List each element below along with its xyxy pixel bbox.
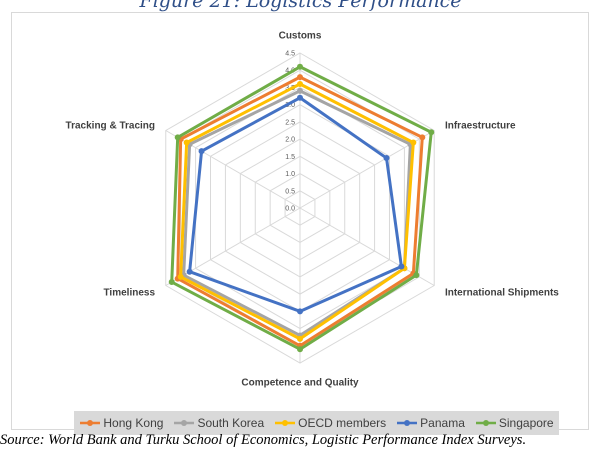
series-oecd-members bbox=[177, 81, 417, 342]
data-point bbox=[168, 279, 175, 286]
tick-label: 0.5 bbox=[285, 188, 295, 195]
legend-label: Singapore bbox=[498, 416, 554, 430]
tick-label: 1.5 bbox=[285, 154, 295, 161]
legend-label: Hong Kong bbox=[103, 416, 164, 430]
legend-label: OECD members bbox=[298, 416, 387, 430]
tick-label: 4.5 bbox=[285, 51, 295, 58]
data-point bbox=[297, 94, 303, 101]
legend-label: South Korea bbox=[197, 416, 265, 430]
data-point bbox=[419, 134, 426, 141]
axis-label: International Shipments bbox=[445, 288, 559, 299]
tick-label: 3.0 bbox=[285, 102, 295, 109]
axis-label: Timeliness bbox=[104, 288, 156, 299]
data-point bbox=[297, 63, 303, 70]
axis-label: Customs bbox=[279, 31, 322, 42]
legend-item: Panama bbox=[396, 416, 465, 430]
tick-label: 0.0 bbox=[285, 206, 295, 213]
source-note: Source: World Bank and Turku School of E… bbox=[0, 432, 527, 448]
data-point bbox=[413, 272, 420, 279]
series-panama bbox=[186, 94, 405, 315]
tick-label: 2.5 bbox=[285, 119, 295, 126]
figure-title: Figure 21: Logistics Performance bbox=[139, 0, 462, 12]
axis-label: Competence and Quality bbox=[241, 377, 359, 388]
data-point bbox=[297, 74, 303, 81]
data-point bbox=[297, 308, 303, 315]
data-point bbox=[297, 81, 303, 87]
data-point bbox=[297, 335, 303, 342]
data-point bbox=[428, 129, 435, 136]
tick-label: 2.0 bbox=[285, 137, 295, 144]
data-point bbox=[383, 155, 390, 162]
legend-item: OECD members bbox=[274, 416, 386, 430]
data-point bbox=[186, 268, 193, 275]
chart-legend: Hong Kong South Korea OECD members Panama Si… bbox=[74, 411, 559, 435]
radar-chart: 0.0 0.5 1.0 1.5 2.0 2.5 3.0 3.5 4.0 4.5 Customs Inf… bbox=[11, 12, 589, 435]
legend-swatch bbox=[174, 420, 195, 426]
legend-swatch bbox=[80, 420, 101, 426]
data-point bbox=[297, 87, 303, 94]
legend-swatch bbox=[275, 420, 296, 426]
tick-label: 1.0 bbox=[285, 171, 295, 178]
data-point bbox=[198, 148, 205, 155]
legend-swatch bbox=[475, 420, 496, 426]
legend-item: Hong Kong bbox=[79, 416, 163, 430]
axis-label: Infraestructure bbox=[445, 120, 516, 131]
legend-swatch bbox=[397, 420, 418, 426]
legend-label: Panama bbox=[420, 416, 465, 430]
data-point bbox=[398, 263, 405, 270]
data-point bbox=[174, 134, 181, 141]
data-point bbox=[297, 346, 303, 353]
series-singapore bbox=[168, 63, 435, 353]
legend-item: Singapore bbox=[475, 416, 554, 430]
legend-item: South Korea bbox=[173, 416, 264, 430]
radar-plot: 0.00.51.01.52.02.53.03.54.04.5CustomsInf… bbox=[66, 31, 560, 389]
axis-label: Tracking & Tracing bbox=[66, 120, 155, 131]
data-point bbox=[410, 139, 417, 146]
data-point bbox=[177, 273, 184, 280]
data-point bbox=[183, 139, 190, 146]
